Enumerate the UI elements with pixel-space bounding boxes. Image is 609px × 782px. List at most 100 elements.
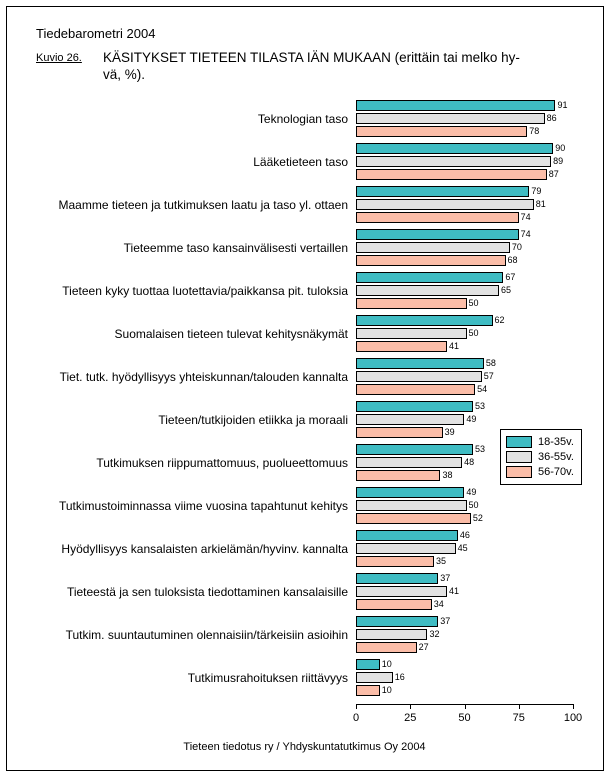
bar-line: 86 (356, 113, 606, 124)
axis-tick (464, 704, 466, 709)
axis-tick (518, 704, 520, 709)
source-note: Tieteen tiedotus ry / Yhdyskuntatutkimus… (183, 741, 426, 753)
value-label: 68 (507, 255, 518, 265)
bar-line: 49 (356, 487, 606, 498)
bar-line: 41 (356, 341, 606, 352)
value-label: 41 (448, 341, 459, 351)
category-label: Hyödyllisyys kansalaisten arkielämän/hyv… (61, 541, 348, 556)
value-label: 27 (418, 642, 429, 652)
bar-line: 34 (356, 599, 606, 610)
value-label: 34 (433, 599, 444, 609)
value-label: 52 (472, 513, 483, 523)
bar-56-70v (356, 642, 417, 653)
value-label: 57 (483, 371, 494, 381)
bar-36-55v (356, 199, 534, 210)
bar-line: 48 (356, 457, 606, 468)
bar-group: 91 86 78 (356, 100, 606, 137)
bar-group: 37 32 27 (356, 616, 606, 653)
category-label: Tieteestä ja sen tuloksista tiedottamine… (66, 584, 348, 599)
bar-18-35v (356, 616, 439, 627)
bar-36-55v (356, 457, 463, 468)
chart-row: Tiet. tutk. hyödyllisyys yhteiskunnan/ta… (8, 355, 606, 398)
value-label: 48 (464, 457, 475, 467)
bar-line: 10 (356, 685, 606, 696)
bar-line: 50 (356, 328, 606, 339)
value-label: 37 (440, 573, 451, 583)
category-label: Lääketieteen taso (253, 154, 348, 169)
bar-line: 58 (356, 358, 606, 369)
bar-line: 79 (356, 186, 606, 197)
axis-tick-label: 75 (512, 712, 525, 724)
bar-36-55v (356, 285, 500, 296)
bar-group: 53 48 38 (356, 444, 606, 481)
figure-frame (6, 6, 604, 771)
axis-tick (356, 704, 357, 709)
bar-line: 35 (356, 556, 606, 567)
figure-number: Kuvio 26. (36, 52, 82, 64)
bar-18-35v (356, 659, 380, 670)
category-label: Tutkimustoiminnassa viime vuosina tapaht… (58, 498, 348, 513)
bar-line: 50 (356, 500, 606, 511)
chart-row: Tutkimuksen riippumattomuus, puolueettom… (8, 441, 606, 484)
category-label: Tieteemme taso kansainvälisesti vertaill… (123, 240, 348, 255)
category-label: Tiet. tutk. hyödyllisyys yhteiskunnan/ta… (59, 369, 348, 384)
axis-tick (573, 704, 574, 709)
bar-36-55v (356, 328, 467, 339)
value-label: 86 (546, 113, 557, 123)
bar-line: 67 (356, 272, 606, 283)
chart-row: Tieteen kyky tuottaa luotettavia/paikkan… (8, 269, 606, 312)
category-label: Teknologian taso (257, 111, 348, 126)
legend-swatch (506, 436, 532, 448)
bar-group: 74 70 68 (356, 229, 606, 266)
value-label: 74 (520, 212, 531, 222)
bar-line: 16 (356, 672, 606, 683)
axis-tick (410, 704, 412, 709)
bar-36-55v (356, 629, 428, 640)
bar-group: 79 81 74 (356, 186, 606, 223)
bar-group: 46 45 35 (356, 530, 606, 567)
bar-18-35v (356, 272, 504, 283)
legend-label: 18-35v. (538, 436, 574, 448)
bar-56-70v (356, 384, 476, 395)
value-label: 50 (468, 298, 479, 308)
bar-18-35v (356, 229, 519, 240)
bar-line: 41 (356, 586, 606, 597)
chart-row: Maamme tieteen ja tutkimuksen laatu ja t… (8, 183, 606, 226)
bar-line: 65 (356, 285, 606, 296)
value-label: 50 (468, 500, 479, 510)
bar-56-70v (356, 513, 471, 524)
bar-line: 68 (356, 255, 606, 266)
value-label: 70 (511, 242, 522, 252)
chart-row: Suomalaisen tieteen tulevat kehitysnäkym… (8, 312, 606, 355)
chart-row: Teknologian taso 91 86 78 (8, 97, 606, 140)
category-label: Tieteen kyky tuottaa luotettavia/paikkan… (62, 283, 348, 298)
bar-line: 54 (356, 384, 606, 395)
figure-caption-line1: KÄSITYKSET TIETEEN TILASTA IÄN MUKAAN (e… (103, 50, 520, 65)
bar-18-35v (356, 143, 554, 154)
value-label: 74 (520, 229, 531, 239)
bar-group: 49 50 52 (356, 487, 606, 524)
bar-36-55v (356, 414, 465, 425)
bar-line: 37 (356, 616, 606, 627)
bar-56-70v (356, 685, 380, 696)
value-label: 67 (505, 272, 516, 282)
bar-line: 90 (356, 143, 606, 154)
bar-line: 46 (356, 530, 606, 541)
value-label: 53 (475, 401, 486, 411)
bar-group: 67 65 50 (356, 272, 606, 309)
bar-36-55v (356, 672, 393, 683)
bar-group: 37 41 34 (356, 573, 606, 610)
bar-18-35v (356, 100, 556, 111)
legend-item: 36-55v. (506, 451, 576, 463)
category-label: Maamme tieteen ja tutkimuksen laatu ja t… (58, 197, 348, 212)
legend-label: 56-70v. (538, 466, 574, 478)
bar-line: 49 (356, 414, 606, 425)
bar-line: 10 (356, 659, 606, 670)
bar-line: 70 (356, 242, 606, 253)
figure-caption: KÄSITYKSET TIETEEN TILASTA IÄN MUKAAN (e… (103, 49, 520, 83)
bar-18-35v (356, 573, 439, 584)
value-label: 78 (529, 126, 540, 136)
chart-row: Lääketieteen taso 90 89 87 (8, 140, 606, 183)
legend-item: 56-70v. (506, 466, 576, 478)
